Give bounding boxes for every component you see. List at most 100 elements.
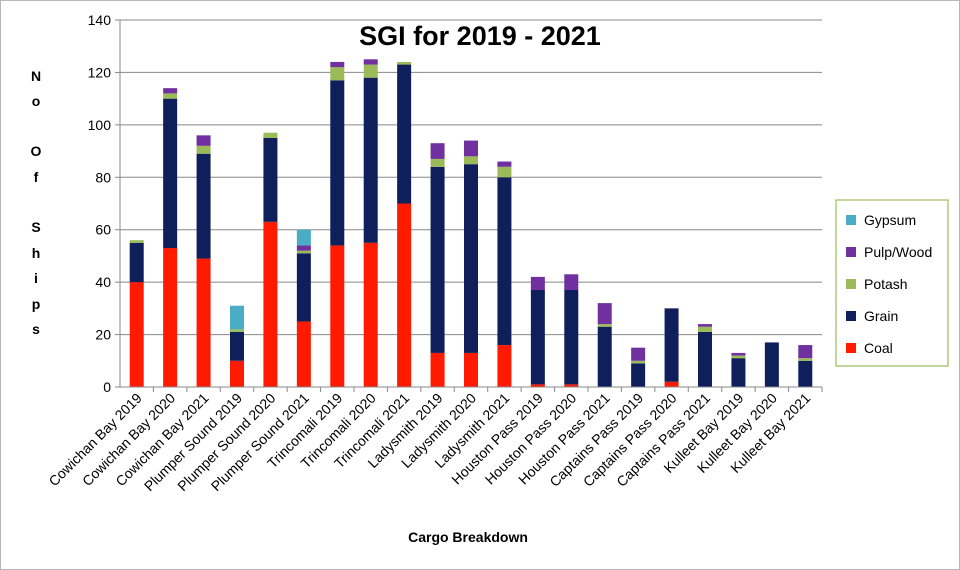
bar-coal <box>664 381 679 387</box>
y-axis-title-char: i <box>34 270 38 286</box>
bar-grain <box>363 77 378 243</box>
bar-potash <box>698 326 712 332</box>
bar-grain <box>631 363 646 387</box>
bar-coal <box>464 352 478 387</box>
bar-coal <box>564 384 579 387</box>
bar-grain <box>330 80 345 246</box>
bar-coal <box>363 242 378 387</box>
bar-grain <box>430 166 445 353</box>
bar-grain <box>564 290 579 385</box>
bar-grain <box>530 290 545 385</box>
y-axis-title-char: s <box>32 321 40 337</box>
bar-pulp-wood <box>631 347 646 361</box>
bar-pulp-wood <box>597 303 612 325</box>
bar-potash <box>263 132 278 138</box>
bar-potash <box>296 250 311 254</box>
legend-label: Potash <box>864 276 908 292</box>
y-axis-title-char: O <box>31 143 42 159</box>
bar-pulp-wood <box>798 345 813 359</box>
y-tick-label: 0 <box>103 379 111 395</box>
bar-pulp-wood <box>296 245 311 251</box>
bar-pulp-wood <box>698 324 712 327</box>
bar-potash <box>330 67 345 81</box>
bar-potash <box>196 145 211 154</box>
bar-coal <box>129 282 144 387</box>
legend-swatch <box>846 279 856 289</box>
bar-grain <box>263 137 278 222</box>
bar-grain <box>664 308 679 382</box>
x-axis-title: Cargo Breakdown <box>408 529 528 545</box>
bar-potash <box>597 324 612 327</box>
bar-coal <box>530 384 545 387</box>
y-tick-label: 120 <box>88 64 112 80</box>
bar-coal <box>430 352 445 387</box>
bar-grain <box>764 342 779 387</box>
y-tick-label: 60 <box>95 222 111 238</box>
legend-label: Grain <box>864 308 898 324</box>
bar-grain <box>597 326 612 387</box>
bar-grain <box>497 177 512 346</box>
y-tick-label: 40 <box>95 274 111 290</box>
bar-coal <box>497 345 512 387</box>
bar-grain <box>698 331 712 387</box>
bar-potash <box>430 158 445 167</box>
bar-gypsum <box>230 305 244 330</box>
bar-pulp-wood <box>330 61 345 68</box>
bar-potash <box>631 360 646 364</box>
y-axis-title-char: o <box>32 93 41 109</box>
y-tick-label: 100 <box>88 117 112 133</box>
bar-pulp-wood <box>196 135 211 146</box>
y-tick-label: 140 <box>88 12 112 28</box>
bar-potash <box>163 93 178 99</box>
bar-grain <box>464 164 478 353</box>
chart-title: SGI for 2019 - 2021 <box>359 21 601 51</box>
y-axis-title-char: p <box>32 296 41 312</box>
legend-label: Gypsum <box>864 212 916 228</box>
bar-pulp-wood <box>530 276 545 291</box>
bar-potash <box>798 358 813 361</box>
bar-potash <box>497 166 512 178</box>
bar-potash <box>464 156 478 165</box>
bar-potash <box>129 240 144 243</box>
y-axis-title-char: h <box>32 245 41 261</box>
legend-swatch <box>846 247 856 257</box>
legend: Gypsum Pulp/Wood Potash Grain Coal <box>835 199 949 367</box>
y-axis-title-char: S <box>31 219 40 235</box>
legend-label: Pulp/Wood <box>864 244 932 260</box>
bar-potash <box>363 64 378 78</box>
legend-swatch <box>846 343 856 353</box>
bar-potash <box>230 329 244 332</box>
bars <box>129 59 813 387</box>
bar-coal <box>330 245 345 387</box>
y-tick-label: 20 <box>95 327 111 343</box>
bar-coal <box>397 203 412 387</box>
y-tick-label: 80 <box>95 169 111 185</box>
bar-pulp-wood <box>564 274 579 291</box>
bar-pulp-wood <box>163 88 178 94</box>
bar-grain <box>163 98 178 249</box>
bar-coal <box>263 221 278 387</box>
bar-coal <box>196 258 211 387</box>
bar-grain <box>196 153 211 259</box>
bar-pulp-wood <box>731 352 746 356</box>
legend-label: Coal <box>864 340 893 356</box>
bar-gypsum <box>296 229 311 246</box>
bar-potash <box>397 61 412 65</box>
bar-coal <box>163 248 178 387</box>
bar-grain <box>397 64 412 204</box>
bar-pulp-wood <box>363 59 378 65</box>
bar-pulp-wood <box>430 143 445 159</box>
bar-pulp-wood <box>497 161 512 167</box>
y-axis-title-char: N <box>31 68 41 84</box>
legend-swatch <box>846 311 856 321</box>
y-axis-title-char: f <box>34 169 39 185</box>
bar-coal <box>230 360 244 387</box>
legend-swatch <box>846 215 856 225</box>
bar-potash <box>731 355 746 359</box>
bar-pulp-wood <box>464 140 478 157</box>
bar-grain <box>129 242 144 283</box>
bar-grain <box>798 360 813 387</box>
